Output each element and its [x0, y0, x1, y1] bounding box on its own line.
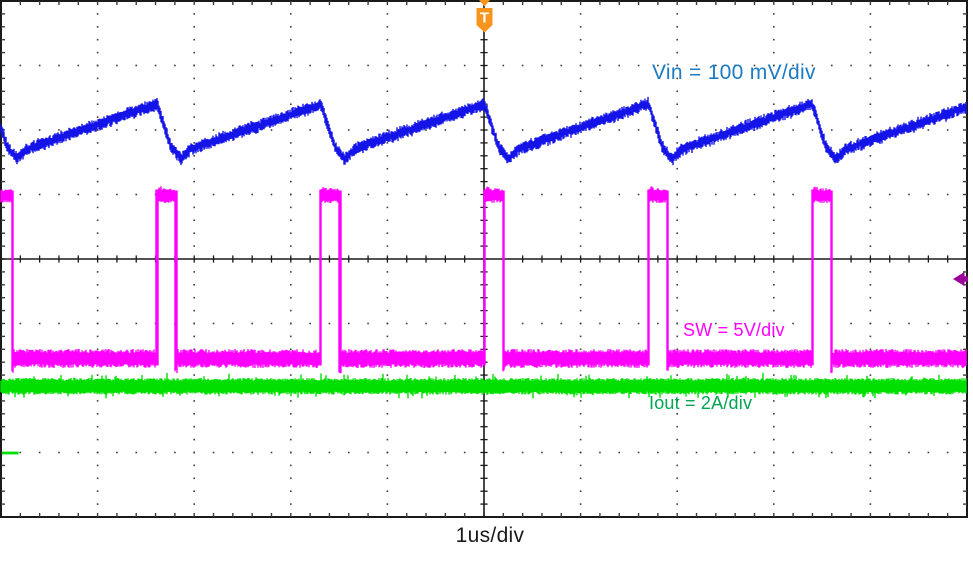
- iout-scale-label: Iout = 2A/div: [649, 393, 753, 413]
- timebase-label: 1us/div: [455, 524, 525, 547]
- trigger-position-icon[interactable]: [479, 0, 490, 7]
- trigger-flag-icon[interactable]: [476, 8, 493, 33]
- vin-scale-label: Vin = 100 mV/div: [652, 61, 816, 84]
- waveform-traces: [0, 96, 967, 399]
- trigger-letter: T: [480, 10, 489, 27]
- scope-markers: [2, 0, 968, 455]
- trigger-level-arrow-icon[interactable]: [953, 272, 968, 286]
- vin-trace: [0, 96, 967, 166]
- iout-ground-marker-icon[interactable]: [2, 451, 19, 455]
- iout-trace: [0, 372, 967, 399]
- sw-trace: [0, 186, 967, 374]
- sw-scale-label: SW = 5V/div: [683, 320, 785, 340]
